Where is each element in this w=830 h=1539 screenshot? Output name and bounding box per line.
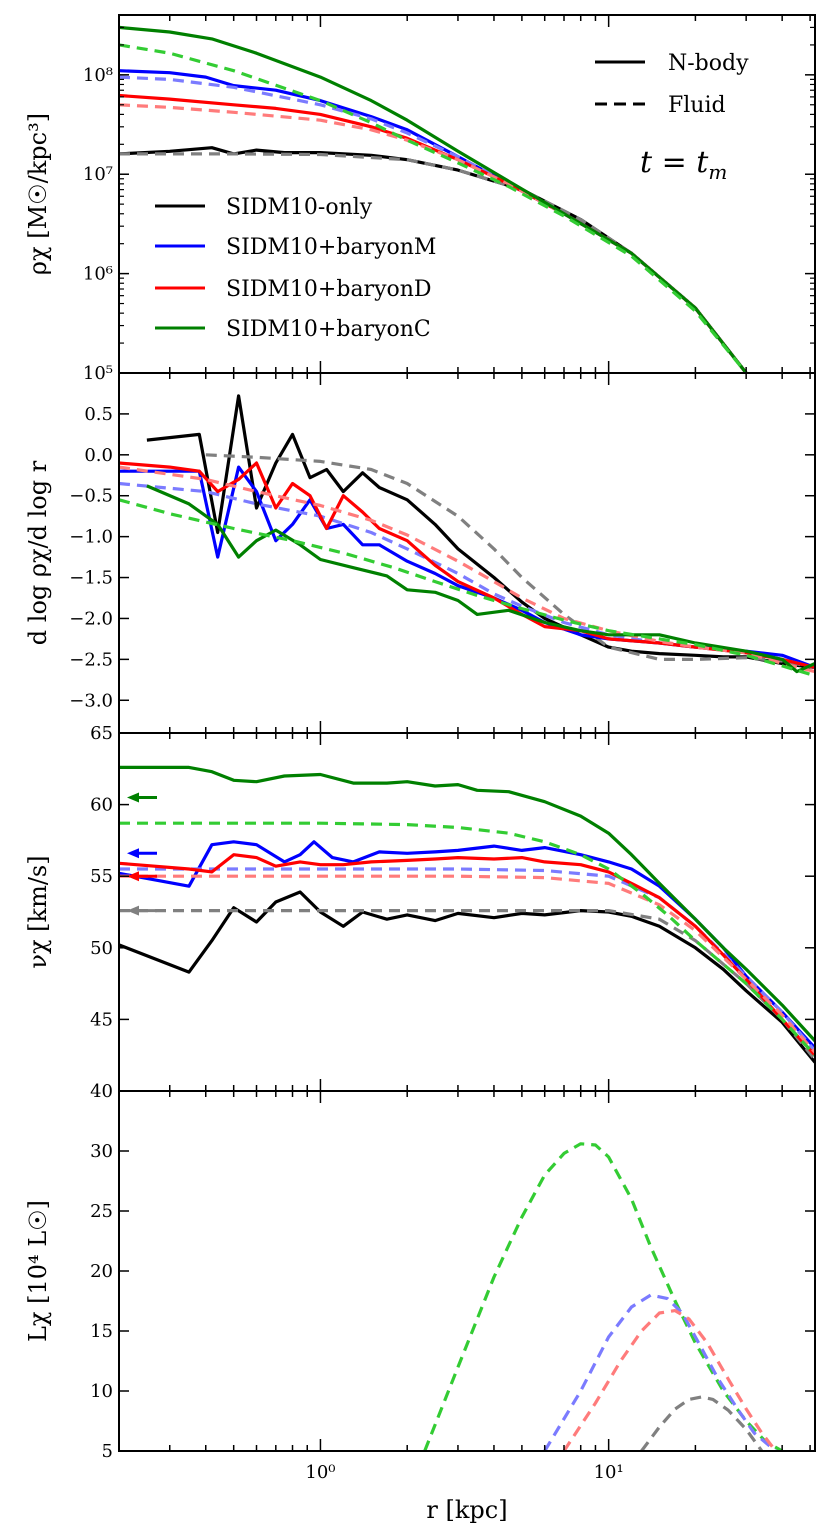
dispersion-y-tick-label: 40 xyxy=(90,1081,113,1102)
time-annotation: t = tm xyxy=(640,145,727,184)
density-series-only-fluid xyxy=(119,152,748,373)
slope-series-only-fluid xyxy=(205,453,815,670)
density-series-group xyxy=(119,25,748,373)
dispersion-y-tick-label: 60 xyxy=(90,795,113,816)
dispersion-y-tick-label: 45 xyxy=(90,1009,113,1030)
luminosity-y-tick-label: 10 xyxy=(90,1381,113,1402)
slope-y-tick-label: −1.5 xyxy=(69,568,113,589)
legend-label-fluid: Fluid xyxy=(668,93,726,118)
dispersion-y-tick-label: 55 xyxy=(90,866,113,887)
dispersion-series-D-fluid xyxy=(119,874,815,1054)
slope-y-tick-label: 0.5 xyxy=(84,404,113,425)
density-series-M-nbody xyxy=(119,69,748,373)
model-legend: SIDM10-only SIDM10+baryonM SIDM10+baryon… xyxy=(155,195,436,342)
luminosity-axes-frame xyxy=(118,1090,816,1452)
panel-dispersion: 40 45 50 55 60 65 νχ [km/s] xyxy=(24,723,816,1102)
x-tick-label: 10⁰ xyxy=(305,1462,335,1483)
legend-label-sidm10-only: SIDM10-only xyxy=(226,195,373,220)
panel-density: 10⁵ 10⁶ 10⁷ 10⁸ ρχ [M☉/kpc³] xyxy=(24,14,816,384)
density-y-tick-label: 10⁷ xyxy=(83,164,113,185)
slope-y-tick-label: −2.5 xyxy=(69,649,113,670)
style-legend: N-body Fluid xyxy=(595,51,749,118)
legend-label-baryon-c: SIDM10+baryonC xyxy=(226,317,431,342)
dispersion-central-value-arrow xyxy=(127,848,157,859)
dispersion-series-C-nbody xyxy=(119,765,815,1042)
density-y-tick-label: 10⁵ xyxy=(83,363,113,384)
luminosity-y-tick-label: 30 xyxy=(90,1141,113,1162)
x-axis-title: r [kpc] xyxy=(426,1496,507,1524)
density-y-tick-label: 10⁸ xyxy=(83,65,113,86)
dispersion-y-axis-title: νχ [km/s] xyxy=(24,855,52,968)
slope-series-D-nbody xyxy=(119,461,815,670)
dispersion-series-group xyxy=(119,765,815,1064)
luminosity-y-tick-label: 25 xyxy=(90,1201,113,1222)
slope-y-tick-label: −1.0 xyxy=(69,527,113,548)
dispersion-y-tick-label: 65 xyxy=(90,723,113,744)
luminosity-y-tick-label: 5 xyxy=(102,1441,113,1462)
slope-y-axis-title: d log ρχ/d log r xyxy=(24,460,52,645)
luminosity-y-tick-label: 20 xyxy=(90,1261,113,1282)
dispersion-central-value-arrow xyxy=(127,905,157,916)
dispersion-y-ticks: 40 45 50 55 60 65 xyxy=(90,723,815,1102)
x-tick-label: 10¹ xyxy=(594,1462,624,1483)
panel-slope: 0.5 0.0 −0.5 −1.0 −1.5 −2.0 −2.5 −3.0 d log ρχ/d… xyxy=(24,372,816,734)
dispersion-series-M-nbody xyxy=(119,840,815,1050)
luminosity-series-group xyxy=(423,1142,783,1451)
panel-luminosity: 5 10 15 20 25 30 Lχ [10⁴ L☉] xyxy=(24,1090,816,1462)
dispersion-y-tick-label: 50 xyxy=(90,938,113,959)
slope-y-ticks: 0.5 0.0 −0.5 −1.0 −1.5 −2.0 −2.5 −3.0 xyxy=(69,404,815,711)
dispersion-series-M-fluid xyxy=(119,867,815,1052)
density-series-only-nbody xyxy=(119,146,748,373)
density-y-ticks: 10⁵ 10⁶ 10⁷ 10⁸ xyxy=(83,14,815,384)
slope-y-tick-label: −2.0 xyxy=(69,608,113,629)
slope-series-C-nbody xyxy=(146,484,815,674)
luminosity-series-D-fluid xyxy=(562,1309,777,1451)
luminosity-y-ticks: 5 10 15 20 25 30 xyxy=(90,1141,815,1462)
density-y-axis-title: ρχ [M☉/kpc³] xyxy=(24,113,52,275)
slope-series-C-fluid xyxy=(119,498,815,678)
slope-y-tick-label: 0.0 xyxy=(84,445,113,466)
luminosity-series-C-fluid xyxy=(423,1142,783,1451)
luminosity-x-ticks xyxy=(118,1091,811,1451)
slope-y-tick-label: −0.5 xyxy=(69,486,113,507)
slope-axes-frame xyxy=(118,372,816,734)
dispersion-central-value-arrow xyxy=(127,792,157,803)
legend-label-baryon-d: SIDM10+baryonD xyxy=(226,277,432,302)
density-series-C-nbody xyxy=(119,25,748,373)
legend-label-baryon-m: SIDM10+baryonM xyxy=(226,235,436,260)
x-tick-labels: 10⁰ 10¹ xyxy=(305,1462,623,1483)
density-series-M-fluid xyxy=(119,75,748,373)
density-series-C-fluid xyxy=(119,43,748,373)
slope-series-group xyxy=(119,394,815,678)
density-y-tick-label: 10⁶ xyxy=(83,264,113,285)
luminosity-series-only-fluid xyxy=(640,1395,764,1451)
luminosity-y-tick-label: 15 xyxy=(90,1321,113,1342)
luminosity-series-M-fluid xyxy=(543,1293,777,1451)
slope-series-M-fluid xyxy=(119,481,815,670)
dispersion-series-D-nbody xyxy=(119,853,815,1057)
legend-label-nbody: N-body xyxy=(668,51,749,76)
luminosity-y-axis-title: Lχ [10⁴ L☉] xyxy=(24,1200,52,1342)
dispersion-series-only-nbody xyxy=(119,890,815,1064)
dispersion-series-C-fluid xyxy=(119,821,815,1057)
dispersion-central-value-arrow xyxy=(127,871,157,882)
slope-y-tick-label: −3.0 xyxy=(69,690,113,711)
